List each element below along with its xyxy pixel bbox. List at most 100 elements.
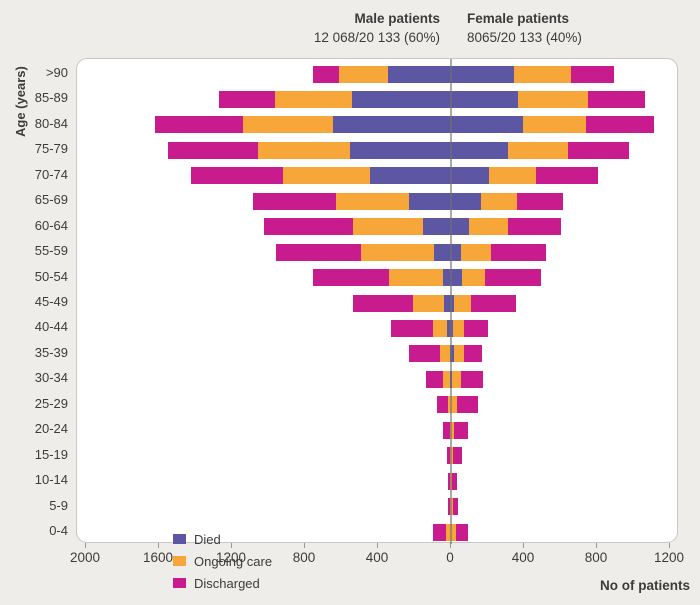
segment-male-ongoing_care-0-4 bbox=[446, 523, 452, 541]
y-tick-label->90: >90 bbox=[45, 65, 68, 80]
segment-male-discharged-25-29 bbox=[436, 396, 449, 414]
segment-female-discharged-10-14 bbox=[451, 472, 457, 490]
segment-male-discharged-55-59 bbox=[276, 243, 362, 261]
segment-female-ongoing_care-5-9 bbox=[451, 498, 453, 515]
bar-male-65-69 bbox=[253, 192, 451, 210]
segment-male-discharged-30-34 bbox=[425, 370, 444, 388]
male-patients-title: Male patients bbox=[354, 11, 440, 26]
bar-male-30-34 bbox=[425, 370, 451, 388]
female-patients-stats: 8065/20 133 (40%) bbox=[467, 30, 582, 45]
segment-female-discharged-15-19 bbox=[452, 447, 462, 465]
bar-female-85-89 bbox=[451, 90, 645, 108]
x-axis-title: No of patients bbox=[600, 578, 690, 593]
segment-male-ongoing_care-55-59 bbox=[361, 243, 435, 261]
bar-male-0-4 bbox=[432, 523, 452, 541]
bars-layer bbox=[77, 59, 677, 542]
bar-female-60-64 bbox=[451, 218, 562, 236]
segment-female-ongoing_care-50-54 bbox=[461, 269, 485, 287]
segment-male-ongoing_care-75-79 bbox=[258, 141, 351, 159]
segment-female-died-40-44 bbox=[451, 319, 453, 337]
x-tick-mark-7 bbox=[596, 543, 597, 548]
x-tick-label-400: 400 bbox=[365, 550, 389, 565]
segment-female-ongoing_care->90 bbox=[513, 65, 571, 83]
y-tick-label-50-54: 50-54 bbox=[34, 268, 68, 284]
bar-female-50-54 bbox=[451, 269, 541, 287]
x-tick-mark-8 bbox=[669, 543, 670, 548]
segment-male-ongoing_care-70-74 bbox=[282, 167, 370, 185]
segment-male-ongoing_care-85-89 bbox=[275, 90, 353, 108]
bar-female-75-79 bbox=[451, 141, 629, 159]
segment-male-died-75-79 bbox=[350, 141, 451, 159]
segment-male-died-40-44 bbox=[447, 319, 451, 337]
bar-female-25-29 bbox=[451, 396, 479, 414]
segment-female-died-75-79 bbox=[451, 141, 508, 159]
y-tick-label-10-14: 10-14 bbox=[34, 472, 68, 488]
segment-male-discharged-15-19 bbox=[447, 447, 451, 465]
segment-male-died->90 bbox=[388, 65, 451, 83]
x-tick-label-1200: 1200 bbox=[653, 550, 685, 565]
zero-center-line bbox=[450, 59, 452, 544]
segment-female-discharged-30-34 bbox=[461, 370, 484, 388]
segment-female-discharged->90 bbox=[570, 65, 614, 83]
legend-row-0: Died bbox=[173, 528, 272, 550]
bar-female-0-4 bbox=[451, 523, 468, 541]
segment-female-discharged-80-84 bbox=[586, 116, 655, 134]
segment-male-ongoing_care-45-49 bbox=[413, 294, 445, 312]
x-tick-label-800: 800 bbox=[584, 550, 608, 565]
segment-male-died-45-49 bbox=[444, 294, 451, 312]
x-tick-label-1200: 1200 bbox=[215, 550, 247, 565]
segment-female-discharged-65-69 bbox=[516, 192, 563, 210]
bar-male-75-79 bbox=[168, 141, 451, 159]
segment-female-ongoing_care-70-74 bbox=[488, 167, 537, 185]
segment-female-died-45-49 bbox=[451, 294, 454, 312]
legend-row-2: Discharged bbox=[173, 572, 272, 594]
segment-female-discharged-20-24 bbox=[454, 421, 468, 439]
segment-female-discharged-0-4 bbox=[455, 523, 468, 541]
segment-female-died-65-69 bbox=[451, 192, 481, 210]
segment-female-died-35-39 bbox=[451, 345, 454, 363]
x-tick-label-1600: 1600 bbox=[142, 550, 174, 565]
segment-male-died-55-59 bbox=[434, 243, 452, 261]
bar-female-80-84 bbox=[451, 116, 655, 134]
x-tick-mark-4 bbox=[377, 543, 378, 548]
segment-male-discharged-60-64 bbox=[263, 218, 353, 236]
y-tick-label-65-69: 65-69 bbox=[34, 192, 68, 208]
legend-swatch-0 bbox=[173, 534, 186, 544]
y-tick-label-20-24: 20-24 bbox=[34, 421, 68, 437]
y-tick-label-25-29: 25-29 bbox=[34, 395, 68, 411]
bar-male-40-44 bbox=[390, 319, 451, 337]
bar-female-20-24 bbox=[451, 421, 468, 439]
bar-female-55-59 bbox=[451, 243, 546, 261]
bar-female-15-19 bbox=[451, 447, 462, 465]
x-tick-mark-1 bbox=[158, 543, 159, 548]
x-tick-label-400: 400 bbox=[511, 550, 535, 565]
y-tick-label-5-9: 5-9 bbox=[49, 497, 68, 513]
segment-male-discharged-20-24 bbox=[443, 421, 450, 439]
segment-male-discharged-80-84 bbox=[155, 116, 243, 134]
bar-female->90 bbox=[451, 65, 614, 83]
segment-male-discharged-85-89 bbox=[219, 90, 276, 108]
segment-male-discharged-70-74 bbox=[190, 167, 283, 185]
legend-label-0: Died bbox=[194, 531, 221, 547]
bar-female-30-34 bbox=[451, 370, 484, 388]
segment-male-ongoing_care-50-54 bbox=[388, 269, 443, 287]
segment-male-ongoing_care-35-39 bbox=[439, 345, 450, 363]
segment-female-ongoing_care-35-39 bbox=[453, 345, 465, 363]
segment-male-ongoing_care->90 bbox=[339, 65, 388, 83]
x-tick-mark-3 bbox=[304, 543, 305, 548]
legend-label-1: Ongoing care bbox=[194, 553, 273, 569]
bar-female-65-69 bbox=[451, 192, 563, 210]
segment-female-ongoing_care-45-49 bbox=[453, 294, 471, 312]
segment-female-ongoing_care-80-84 bbox=[523, 116, 587, 134]
segment-male-died-50-54 bbox=[442, 269, 451, 287]
y-tick-label-75-79: 75-79 bbox=[34, 141, 68, 157]
segment-female-ongoing_care-30-34 bbox=[452, 370, 462, 388]
segment-female-ongoing_care-15-19 bbox=[451, 447, 453, 465]
segment-male-discharged-75-79 bbox=[168, 141, 259, 159]
segment-female-ongoing_care-20-24 bbox=[451, 421, 455, 439]
segment-male-died-70-74 bbox=[369, 167, 451, 185]
y-tick-label-35-39: 35-39 bbox=[34, 344, 68, 360]
segment-female-died-55-59 bbox=[451, 243, 462, 261]
legend-row-1: Ongoing care bbox=[173, 550, 272, 572]
segment-female-ongoing_care-75-79 bbox=[507, 141, 568, 159]
